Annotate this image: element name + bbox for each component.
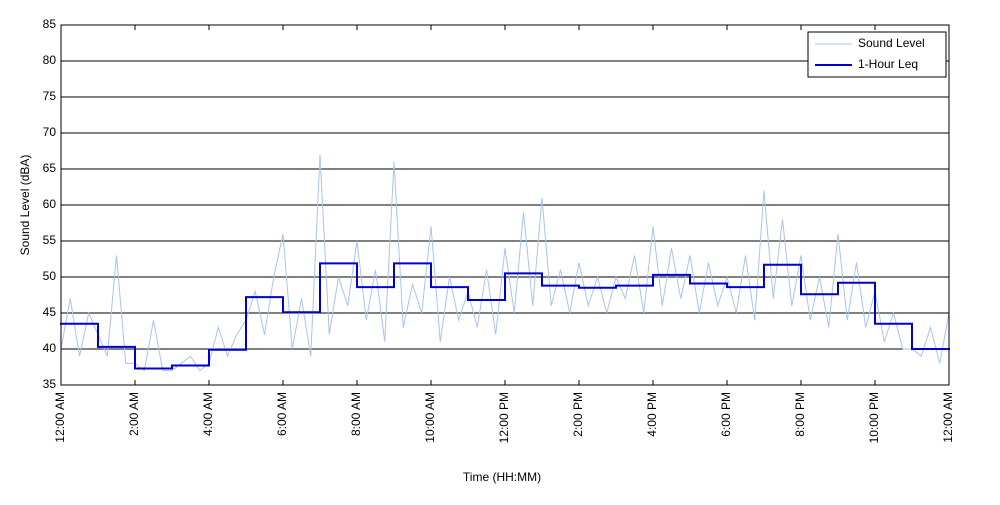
x-axis-label: Time (HH:MM) bbox=[463, 470, 541, 484]
y-tick-label: 70 bbox=[43, 125, 57, 139]
x-tick-label: 12:00 PM bbox=[497, 392, 511, 443]
x-tick-label: 10:00 PM bbox=[867, 392, 881, 443]
y-tick-label: 45 bbox=[43, 305, 57, 319]
y-tick-label: 75 bbox=[43, 89, 57, 103]
y-tick-label: 85 bbox=[43, 17, 57, 31]
y-tick-label: 60 bbox=[43, 197, 57, 211]
x-tick-label: 6:00 PM bbox=[719, 392, 733, 437]
plot-frame bbox=[60, 24, 950, 386]
x-tick-label: 6:00 AM bbox=[275, 392, 289, 436]
y-tick-label: 50 bbox=[43, 269, 57, 283]
x-tick-label: 12:00 AM bbox=[53, 392, 67, 443]
x-tick-label: 12:00 AM bbox=[941, 392, 955, 443]
y-tick-label: 55 bbox=[43, 233, 57, 247]
x-tick-label: 8:00 AM bbox=[349, 392, 363, 436]
y-tick-label: 40 bbox=[43, 341, 57, 355]
x-tick-label: 8:00 PM bbox=[793, 392, 807, 437]
x-tick-label: 4:00 PM bbox=[645, 392, 659, 437]
x-tick-label: 4:00 AM bbox=[201, 392, 215, 436]
y-tick-label: 35 bbox=[43, 377, 57, 391]
legend-label: Sound Level bbox=[858, 36, 925, 50]
legend-box bbox=[807, 31, 947, 78]
x-tick-label: 10:00 AM bbox=[423, 392, 437, 443]
x-tick-label: 2:00 AM bbox=[127, 392, 141, 436]
y-axis-label: Sound Level (dBA) bbox=[18, 155, 32, 256]
legend-label: 1-Hour Leq bbox=[858, 57, 918, 71]
x-tick-label: 2:00 PM bbox=[571, 392, 585, 437]
y-tick-label: 80 bbox=[43, 53, 57, 67]
y-tick-label: 65 bbox=[43, 161, 57, 175]
